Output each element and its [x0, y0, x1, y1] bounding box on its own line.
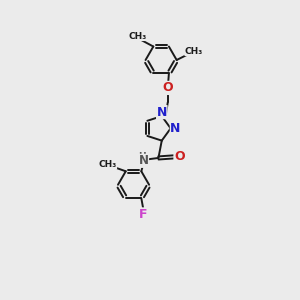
- Text: O: O: [163, 81, 173, 94]
- Text: N: N: [157, 106, 167, 118]
- Text: O: O: [174, 150, 184, 163]
- Text: CH₃: CH₃: [185, 46, 203, 56]
- Text: N: N: [170, 122, 181, 135]
- Text: CH₃: CH₃: [129, 32, 147, 40]
- Text: H: H: [138, 152, 146, 161]
- Text: N: N: [139, 154, 148, 167]
- Text: CH₃: CH₃: [98, 160, 117, 169]
- Text: F: F: [139, 208, 148, 221]
